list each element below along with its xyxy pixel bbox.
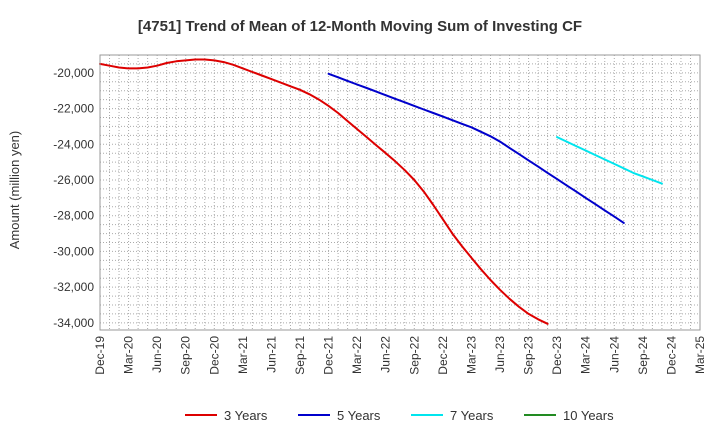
plot-frame — [99, 54, 701, 331]
x-tick-label: Jun-22 — [379, 336, 393, 373]
x-tick-label: Sep-23 — [522, 336, 536, 375]
x-tick-label: Mar-20 — [122, 336, 136, 374]
series-lines — [99, 58, 663, 325]
x-tick-label: Jun-20 — [150, 336, 164, 373]
x-tick-label: Mar-23 — [464, 336, 478, 374]
x-axis-ticks: Dec-19 Mar-20 Jun-20 Sep-20 Dec-20 Mar-21 Jun-… — [93, 336, 707, 375]
series-line-3-years — [99, 58, 549, 325]
x-tick-label: Dec-19 — [93, 336, 107, 375]
y-axis-title: Amount (million yen) — [7, 131, 22, 250]
x-tick-label: Jun-23 — [493, 336, 507, 373]
x-tick-label: Dec-24 — [664, 336, 678, 375]
x-tick-label: Mar-22 — [350, 336, 364, 374]
x-tick-label: Sep-24 — [636, 336, 650, 375]
series-line-5-years — [327, 72, 625, 224]
grid-lines — [100, 55, 700, 330]
y-tick-label: -20,000 — [53, 66, 94, 80]
x-tick-label: Jun-24 — [607, 336, 621, 373]
legend-label: 5 Years — [337, 408, 381, 423]
legend-label: 7 Years — [450, 408, 494, 423]
x-tick-label: Mar-24 — [579, 336, 593, 374]
series-line-7-years — [556, 136, 663, 185]
y-tick-label: -22,000 — [53, 102, 94, 116]
legend: 3 Years 5 Years 7 Years 10 Years — [185, 408, 614, 423]
x-tick-label: Dec-22 — [436, 336, 450, 375]
y-tick-label: -28,000 — [53, 209, 94, 223]
x-tick-label: Dec-20 — [207, 336, 221, 375]
y-axis-ticks: -20,000 -22,000 -24,000 -26,000 -28,000 -30,0… — [53, 66, 94, 330]
y-tick-label: -26,000 — [53, 173, 94, 187]
y-tick-label: -32,000 — [53, 280, 94, 294]
y-tick-label: -24,000 — [53, 137, 94, 151]
y-tick-label: -34,000 — [53, 316, 94, 330]
x-tick-label: Mar-25 — [693, 336, 707, 374]
x-tick-label: Dec-21 — [322, 336, 336, 375]
legend-label: 10 Years — [563, 408, 614, 423]
legend-label: 3 Years — [224, 408, 268, 423]
x-tick-label: Mar-21 — [236, 336, 250, 374]
x-tick-label: Sep-20 — [179, 336, 193, 375]
x-tick-label: Sep-22 — [407, 336, 421, 375]
y-tick-label: -30,000 — [53, 244, 94, 258]
x-tick-label: Jun-21 — [264, 336, 278, 373]
x-tick-label: Dec-23 — [550, 336, 564, 375]
chart-title: [4751] Trend of Mean of 12-Month Moving … — [138, 18, 582, 35]
x-tick-label: Sep-21 — [293, 336, 307, 375]
